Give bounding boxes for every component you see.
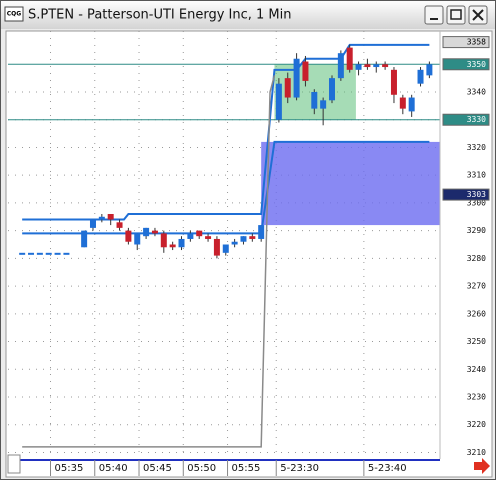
x-tick-label: 05:40: [99, 463, 128, 474]
icon-text: CQG: [7, 11, 22, 18]
candle-body: [231, 241, 238, 245]
candle-body: [213, 238, 220, 256]
y-tick-label: 3260: [467, 309, 486, 318]
window-title: S.PTEN - Patterson-UTI Energy Inc, 1 Min: [28, 8, 292, 23]
y-tick-label: 3340: [467, 88, 486, 97]
candle-body: [125, 230, 132, 242]
y-tick-label: 3310: [467, 171, 486, 180]
candle-body: [293, 58, 300, 98]
close-button[interactable]: [468, 5, 488, 25]
candle-body: [346, 47, 353, 70]
candle-body: [311, 92, 318, 109]
candle-body: [28, 252, 35, 255]
price-marker-label: 3330: [467, 115, 486, 124]
candle-body: [36, 252, 43, 255]
candle-body: [81, 230, 88, 248]
scroll-right-arrow[interactable]: [474, 458, 490, 474]
candle-body: [169, 244, 176, 248]
y-tick-label: 3240: [467, 365, 486, 374]
x-tick-label: 5-23:30: [280, 463, 319, 474]
candle-body: [89, 219, 96, 228]
candle-body: [284, 78, 291, 98]
y-tick-label: 3280: [467, 254, 486, 263]
price-marker-label: 3303: [467, 190, 486, 199]
zone: [261, 141, 440, 226]
price-marker-label: 3350: [467, 60, 486, 69]
candle-body: [240, 236, 247, 242]
title-bar: [1, 1, 495, 29]
candle-body: [399, 97, 406, 109]
candle-body: [54, 252, 61, 255]
candle-body: [408, 97, 415, 112]
candle-body: [373, 64, 380, 68]
app-icon: [4, 6, 24, 22]
maximize-button[interactable]: [446, 5, 466, 25]
y-tick-label: 3220: [467, 420, 486, 429]
candle-body: [178, 238, 185, 248]
price-marker: [442, 188, 490, 201]
candle-body: [390, 69, 397, 95]
candle-body: [426, 64, 433, 76]
plot-area: [8, 31, 440, 458]
candle-body: [329, 78, 335, 101]
minimize-button[interactable]: [424, 5, 444, 25]
x-tick-label: 5-23:40: [368, 463, 407, 474]
candle-body: [258, 225, 265, 239]
scroll-box[interactable]: [7, 454, 21, 474]
candle-body: [417, 69, 424, 84]
y-tick-label: 3290: [467, 226, 486, 235]
x-tick-label: 05:45: [143, 463, 172, 474]
candle-body: [355, 64, 362, 70]
x-tick-label: 05:55: [232, 463, 261, 474]
overlay: 3210 3220 3230 3240 3250 3260 3270 3280 3290 3300…: [49, 36, 490, 476]
x-tick-label: 05:50: [187, 463, 216, 474]
x-tick-label: 05:35: [54, 463, 83, 474]
candle-body: [222, 244, 229, 253]
candle-body: [196, 230, 203, 237]
chart-frame: [5, 30, 493, 478]
y-tick-label: 3230: [467, 393, 486, 402]
candle-body: [337, 53, 344, 79]
price-marker: [442, 113, 490, 126]
x-axis-strip: [8, 459, 440, 476]
candle-body: [382, 64, 389, 68]
y-tick-label: 3210: [467, 448, 486, 457]
price-marker: [442, 58, 490, 71]
candle-body: [320, 100, 327, 109]
candle-body: [143, 227, 150, 237]
y-tick-label: 3270: [467, 282, 486, 291]
candle-body: [19, 252, 26, 255]
candle-body: [45, 252, 52, 255]
candle-body: [205, 236, 212, 239]
y-tick-label: 3250: [467, 337, 486, 346]
candle-body: [151, 230, 158, 234]
y-tick-label: 3320: [467, 143, 486, 152]
candle-body: [116, 222, 123, 228]
candle-body: [107, 214, 114, 220]
candle-body: [134, 233, 141, 245]
candle-body: [364, 64, 371, 68]
price-marker-label: 3358: [467, 38, 486, 47]
candle-body: [187, 233, 194, 239]
indicator-line: [22, 75, 276, 448]
candle-body: [98, 216, 105, 220]
candle-body: [63, 252, 70, 255]
indicator-line: [22, 43, 430, 221]
y-tick-label: 3300: [467, 198, 486, 207]
candle-body: [160, 233, 167, 248]
candle-body: [302, 61, 309, 81]
candle-body: [275, 83, 282, 120]
candle-body: [249, 236, 256, 239]
price-marker: [442, 36, 490, 49]
